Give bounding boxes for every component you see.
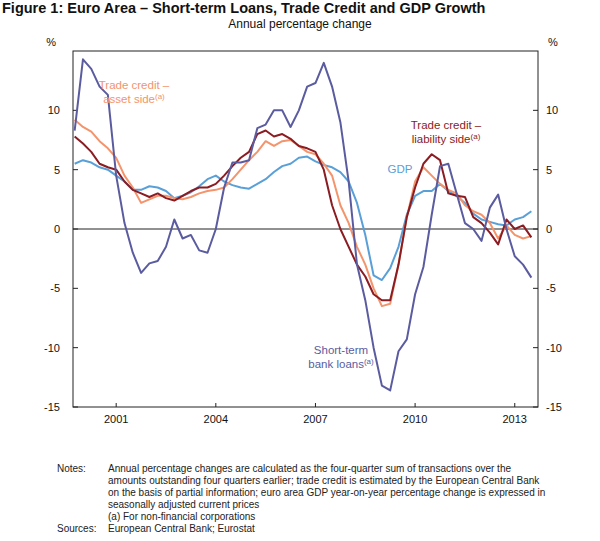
x-tick (215, 403, 216, 407)
series-label: Short-term (314, 344, 368, 356)
y-tick-label: 5 (54, 164, 60, 176)
notes-heading: Notes: (57, 463, 86, 474)
y-tick (533, 288, 538, 289)
x-tick-label: 2001 (104, 413, 128, 425)
sources-text: European Central Bank; Eurostat (108, 523, 255, 534)
notes-line: (a) For non-financial corporations (108, 511, 255, 522)
title: Figure 1: Euro Area – Short-term Loans, … (2, 0, 485, 16)
series-line (75, 59, 532, 390)
y-tick-label: -5 (50, 282, 60, 294)
y-tick (533, 347, 538, 348)
x-tick (415, 403, 416, 407)
plot-frame (73, 51, 538, 407)
x-tick-label: 2010 (403, 413, 427, 425)
y-tick-label: -15 (546, 401, 562, 413)
zero-line (73, 229, 538, 230)
notes-line: seasonally adjusted current prices (108, 499, 259, 510)
y-tick-label: 10 (48, 104, 60, 116)
series-group (75, 59, 532, 390)
y-tick-label: 0 (54, 223, 60, 235)
y-tick (73, 407, 78, 408)
y-tick (73, 347, 78, 348)
series-label: bank loans(a) (308, 357, 374, 370)
series-label: GDP (388, 163, 413, 175)
y-tick (73, 169, 78, 170)
y-tick-label: 0 (546, 223, 552, 235)
y-unit-right: % (548, 36, 558, 48)
chart: Figure 1: Euro Area – Short-term Loans, … (0, 0, 600, 541)
y-tick-label: 5 (546, 164, 552, 176)
notes-line: amounts outstanding four quarters earlie… (108, 475, 540, 486)
sources-heading: Sources: (57, 523, 96, 534)
series-label: liability side(a) (412, 132, 481, 145)
x-tick-label: 2007 (303, 413, 327, 425)
x-tick (315, 403, 316, 407)
x-tick-label: 2004 (204, 413, 228, 425)
y-tick-label: 10 (546, 104, 558, 116)
y-tick (533, 110, 538, 111)
y-tick (533, 169, 538, 170)
series-label: Trade credit – (411, 119, 482, 131)
y-tick-label: -10 (44, 342, 60, 354)
subtitle: Annual percentage change (228, 17, 372, 31)
y-unit-left: % (46, 36, 56, 48)
y-tick (73, 288, 78, 289)
notes-line: on the basis of partial information; eur… (108, 487, 545, 498)
y-tick-label: -10 (546, 342, 562, 354)
y-tick-label: -5 (546, 282, 556, 294)
series-label: Trade credit – (99, 79, 170, 91)
notes-line: Annual percentage changes are calculated… (108, 463, 511, 474)
series-label: asset side(a) (103, 92, 165, 105)
x-tick (514, 403, 515, 407)
y-tick-label: -15 (44, 401, 60, 413)
x-tick (116, 403, 117, 407)
x-tick-label: 2013 (503, 413, 527, 425)
y-tick (533, 407, 538, 408)
